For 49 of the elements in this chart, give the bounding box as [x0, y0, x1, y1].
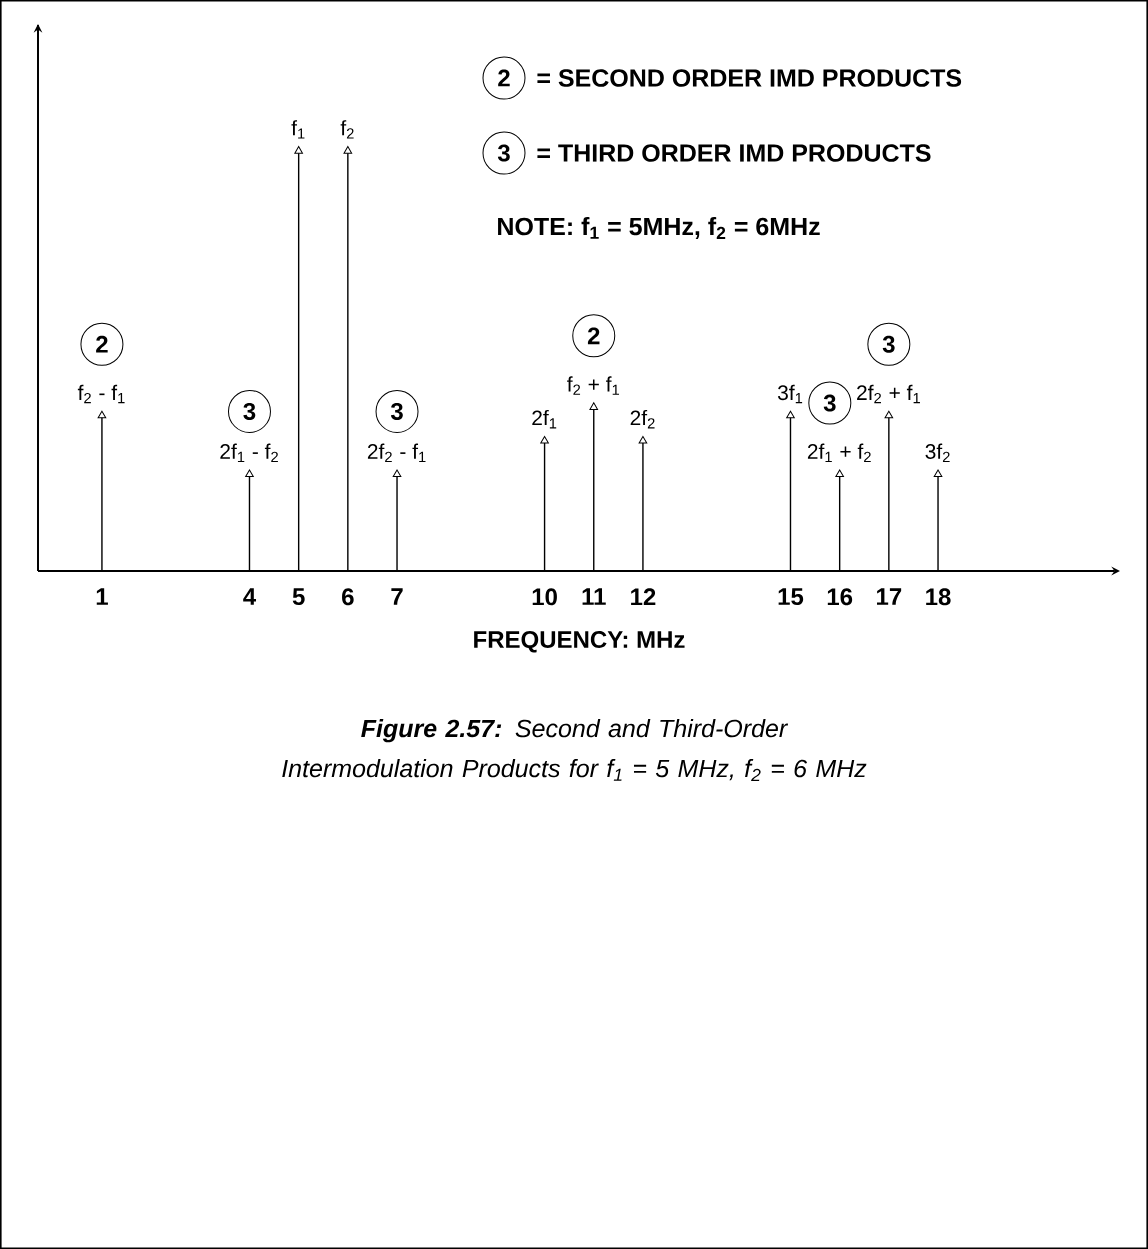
- annotation: 2f$_{1}$: [532, 409, 557, 429]
- point: [343, 146, 353, 154]
- annotation: 3: [243, 402, 256, 420]
- point: [245, 469, 254, 478]
- x-tick-label: 16: [827, 588, 853, 606]
- annotation: 3: [497, 144, 510, 162]
- annotation: 2f$_{1}$ + f$_{2}$: [807, 443, 871, 462]
- x-tick-label: 6: [342, 588, 354, 606]
- x-tick-label: 18: [926, 588, 951, 606]
- annotation: 2: [96, 335, 108, 353]
- annotation: 3: [882, 335, 895, 353]
- annotation: 3: [823, 394, 836, 412]
- annotation: f$_{2}$: [340, 120, 354, 139]
- point: [933, 469, 943, 478]
- annotation: 3f$_{1}$: [777, 384, 803, 404]
- x-axis-title: FREQUENCY: MHz: [474, 631, 685, 653]
- annotation: 2f$_{2}$ + f$_{1}$: [857, 384, 920, 404]
- annotation: 2: [587, 327, 600, 345]
- annotation: 3: [390, 402, 403, 420]
- annotation: NOTE: f$_{1}$ = 5MHz, f$_{2}$ = 6MHz: [498, 216, 820, 240]
- x-tick-label: 7: [391, 588, 403, 605]
- x-tick-label: 15: [778, 588, 804, 606]
- point: [835, 469, 844, 478]
- annotation: 2f$_{1}$ - f$_{2}$: [220, 443, 278, 462]
- annotation: 3f$_{2}$: [925, 443, 950, 462]
- x-tick-label: 17: [877, 588, 902, 605]
- annotation: f$_{2}$ + f$_{1}$: [567, 376, 620, 395]
- annotation: 2f$_{2}$: [630, 409, 655, 429]
- x-tick-label: 12: [631, 588, 656, 606]
- point: [294, 146, 303, 154]
- annotation: f$_{2}$ - f$_{1}$: [77, 384, 125, 404]
- point: [97, 410, 107, 419]
- point: [540, 435, 549, 444]
- text: Figure 2.57: Second and Third-Order Intermodulation Products for f$_{1}$ = 5 MHz, f$_{2}$ = 6 MHz: [282, 718, 867, 782]
- point: [786, 410, 795, 419]
- x-tick-label: 10: [532, 588, 557, 606]
- annotation: = THIRD ORDER IMD PRODUCTS: [537, 144, 931, 162]
- point: [884, 410, 894, 419]
- x-tick-label: 5: [292, 588, 305, 606]
- annotation: 2f$_{2}$ - f$_{1}$: [367, 443, 426, 462]
- text: 2: [498, 69, 510, 87]
- x-tick-label: 11: [582, 588, 606, 605]
- point: [589, 402, 599, 410]
- point: [392, 469, 402, 478]
- point: [638, 435, 648, 444]
- text: = SECOND ORDER IMD PRODUCTS: [537, 69, 962, 87]
- annotation: f$_{1}$: [291, 120, 305, 139]
- x-tick-label: 1: [96, 588, 108, 605]
- x-tick-label: 4: [243, 588, 257, 605]
